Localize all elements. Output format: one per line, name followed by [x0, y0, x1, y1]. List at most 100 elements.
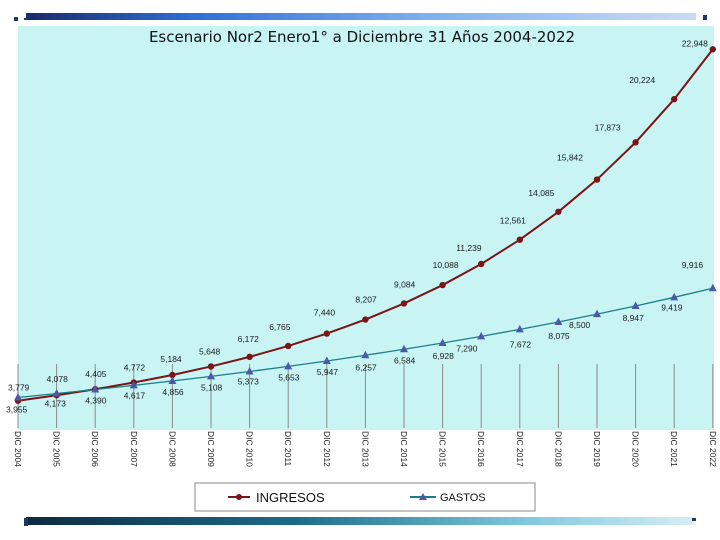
ingresos-point: [478, 260, 485, 268]
bottom-right-square: [692, 518, 696, 521]
plot-background: [18, 26, 714, 430]
gastos-point: [245, 366, 254, 375]
gastos-data-label: 8,075: [548, 331, 570, 341]
top-left-square: [14, 17, 18, 21]
x-tick-label: DIC 2016: [476, 431, 486, 467]
ingresos-point: [555, 208, 562, 215]
ingresos-point: [285, 342, 292, 350]
legend-ingresos-label: INGRESOS: [256, 490, 325, 505]
ingresos-data-label: 3,779: [8, 383, 30, 393]
gridlines: [17, 364, 714, 428]
gastos-point: [168, 376, 177, 384]
x-tick-label: DIC 2004: [13, 431, 23, 467]
x-tick-label: DIC 2019: [592, 431, 602, 467]
ingresos-data-label: 8,207: [355, 295, 377, 305]
gastos-point: [438, 338, 447, 346]
x-tick-label: DIC 2008: [167, 431, 177, 467]
gastos-point: [322, 356, 331, 364]
x-tick-label: DIC 2011: [283, 431, 293, 467]
top-decorative-bar: [26, 13, 696, 20]
bottom-left-square: [24, 518, 28, 526]
x-tick-label: DIC 2012: [322, 431, 332, 467]
legend-ingresos-marker: [236, 494, 242, 500]
legend-gastos-label: GASTOS: [440, 492, 486, 504]
gastos-point: [670, 292, 679, 301]
gastos-point: [284, 361, 293, 370]
gastos-point: [593, 309, 601, 318]
ingresos-data-label: 22,948: [682, 38, 708, 48]
legend-gastos-marker: [419, 493, 427, 500]
gastos-data-label: 4,390: [85, 396, 107, 406]
ingresos-data-label: 4,078: [47, 374, 69, 384]
gastos-data-label: 5,653: [278, 372, 300, 382]
gastos-point: [14, 392, 22, 401]
ingresos-data-label: 5,648: [199, 346, 221, 356]
legend-box: [194, 482, 536, 512]
x-tick-label: DIC 2007: [129, 431, 139, 467]
ingresos-point: [593, 176, 601, 183]
gastos-data-label: 7,290: [456, 343, 478, 353]
gastos-point: [400, 344, 408, 353]
ingresos-data-label: 6,765: [269, 322, 291, 332]
top-left-square-small: [24, 18, 27, 20]
ingresos-data-label: 7,440: [314, 308, 336, 318]
ingresos-data-label: 14,085: [528, 188, 554, 198]
gastos-point: [361, 350, 370, 359]
gastos-data-label: 9,419: [661, 302, 683, 312]
gastos-data-label: 7,672: [510, 339, 532, 349]
gastos-data-label: 3,955: [6, 404, 28, 414]
ingresos-data-label: 4,405: [85, 369, 107, 379]
gastos-data-label: 9,916: [682, 260, 704, 270]
x-tick-label: DIC 2022: [708, 431, 718, 467]
gastos-point: [708, 283, 717, 292]
ingresos-data-label: 12,561: [500, 216, 526, 226]
ingresos-point: [169, 371, 176, 379]
x-tick-label: DIC 2018: [553, 431, 563, 467]
x-tick-label: DIC 2005: [52, 431, 62, 467]
x-tick-label: DIC 2006: [90, 431, 100, 467]
gastos-data-label: 8,500: [569, 320, 591, 330]
gastos-data-label: 5,373: [238, 376, 260, 386]
legend: INGRESOS GASTOS: [194, 482, 536, 512]
gastos-data-label: 4,856: [162, 387, 184, 397]
series-markers: [14, 46, 717, 404]
gastos-data-label: 5,947: [317, 367, 339, 377]
x-tick-label: DIC 2010: [245, 431, 255, 467]
bottom-decorative-bar: [26, 517, 694, 525]
ingresos-data-label: 9,084: [394, 279, 416, 289]
ingresos-data-label: 5,184: [160, 354, 182, 364]
gastos-point: [554, 317, 563, 325]
gastos-data-label: 6,257: [355, 362, 377, 372]
ingresos-data-label: 20,224: [629, 75, 655, 85]
gastos-point: [515, 324, 524, 333]
ingresos-data-label: 6,172: [238, 334, 260, 344]
x-tick-label: DIC 2009: [206, 431, 216, 467]
x-tick-label: DIC 2017: [515, 431, 525, 467]
gastos-point: [477, 331, 486, 340]
ingresos-point: [246, 353, 253, 361]
ingresos-data-label: 10,088: [433, 260, 459, 270]
gastos-data-label: 6,928: [433, 351, 455, 361]
ingresos-point: [516, 236, 523, 243]
ingresos-point: [439, 281, 446, 289]
data-labels: 3,779 4,078 4,405 4,772 5,184 5,648 6,172 6,765…: [6, 38, 708, 414]
ingresos-point: [400, 300, 408, 307]
gastos-point: [207, 371, 215, 380]
ingresos-data-label: 17,873: [595, 122, 621, 132]
ingresos-point: [362, 316, 369, 323]
ingresos-point: [632, 139, 639, 146]
ingresos-data-label: 11,239: [456, 243, 482, 253]
ingresos-data-label: 4,772: [124, 363, 146, 373]
ingresos-point: [671, 96, 678, 103]
gastos-data-label: 4,173: [45, 398, 67, 408]
gastos-data-label: 4,617: [124, 390, 146, 400]
gastos-point: [91, 385, 100, 393]
top-right-square: [703, 15, 707, 20]
gastos-point: [129, 380, 138, 389]
x-axis: DIC 2004 DIC 2005 DIC 2006 DIC 2007 DIC 2008…: [13, 431, 718, 467]
gastos-data-label: 6,584: [394, 355, 416, 365]
gastos-point: [631, 301, 640, 309]
x-tick-label: DIC 2021: [669, 431, 679, 467]
gastos-point: [52, 388, 61, 397]
